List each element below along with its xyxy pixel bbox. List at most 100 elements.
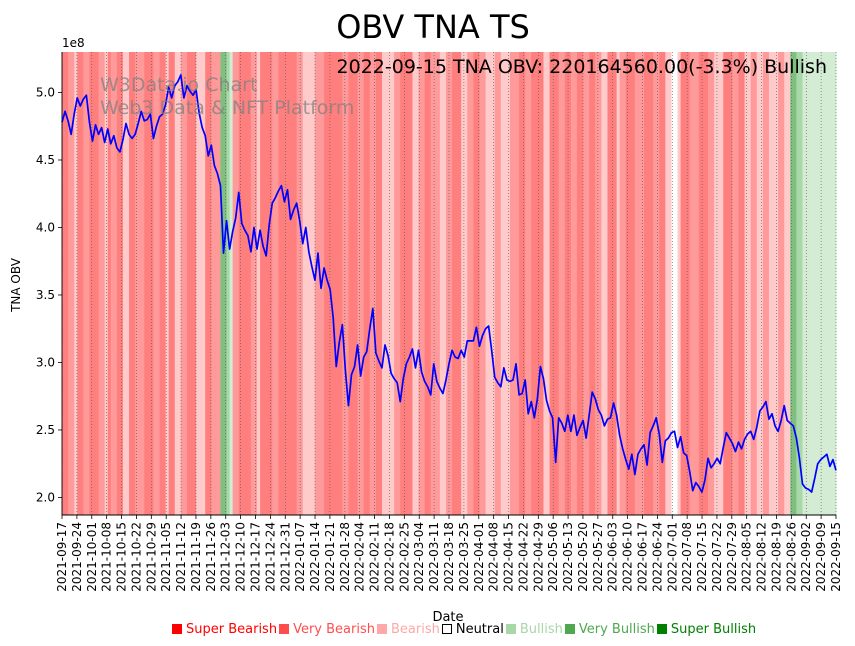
sentiment-band <box>287 52 291 515</box>
sentiment-band <box>775 52 779 515</box>
x-tick-label: 2022-07-29 <box>725 522 739 592</box>
legend-item: Bullish <box>505 620 563 638</box>
x-axis-label: Date <box>432 610 463 625</box>
sentiment-band <box>564 52 569 515</box>
sentiment-band <box>604 52 608 515</box>
sentiment-band <box>269 52 273 515</box>
sentiment-band <box>302 52 307 515</box>
sentiment-band <box>814 52 819 515</box>
legend-label: Very Bullish <box>578 621 655 637</box>
sentiment-band <box>415 52 419 515</box>
sentiment-band <box>220 52 224 515</box>
sentiment-band <box>214 52 218 515</box>
sentiment-band <box>561 52 566 515</box>
sentiment-band <box>241 52 246 515</box>
sentiment-band <box>768 52 773 515</box>
sentiment-band <box>177 52 182 515</box>
x-tick-label: 2021-12-10 <box>234 522 248 592</box>
legend-swatch <box>172 624 182 634</box>
sentiment-band <box>354 52 358 515</box>
legend-swatch <box>279 624 290 634</box>
sentiment-band <box>598 52 602 515</box>
sentiment-band <box>299 52 304 515</box>
sentiment-band <box>159 52 163 515</box>
sentiment-band <box>747 52 752 515</box>
sentiment-band <box>796 52 800 515</box>
sentiment-band <box>122 52 127 515</box>
sentiment-band <box>546 52 550 515</box>
sentiment-band <box>689 52 694 515</box>
x-tick-label: 2022-07-01 <box>665 522 679 592</box>
y-tick-label: 2.5 <box>36 423 55 437</box>
sentiment-band <box>622 52 627 515</box>
sentiment-band <box>141 52 145 515</box>
sentiment-band <box>781 52 785 515</box>
sentiment-band <box>311 52 316 515</box>
sentiment-band <box>470 52 474 515</box>
sentiment-band <box>266 52 270 515</box>
x-tick-label: 2022-06-17 <box>636 522 650 592</box>
sentiment-band <box>808 52 813 515</box>
sentiment-band <box>500 52 505 515</box>
watermark-line-2: Web3 Data & NFT Platform <box>100 97 354 119</box>
sentiment-band <box>186 52 191 515</box>
x-tick-label: 2021-11-05 <box>159 522 173 592</box>
sentiment-band <box>333 52 337 515</box>
sentiment-band <box>647 52 651 515</box>
sentiment-band <box>534 52 538 515</box>
x-tick-label: 2022-02-25 <box>397 522 411 592</box>
sentiment-band <box>829 52 834 515</box>
sentiment-band <box>125 52 130 515</box>
sentiment-band <box>717 52 721 515</box>
y-tick-label: 4.0 <box>36 220 55 234</box>
y-tick-label: 2.0 <box>36 490 55 504</box>
sentiment-band <box>293 52 298 515</box>
legend-label: Neutral <box>455 621 504 637</box>
x-tick-label: 2021-12-03 <box>219 522 233 592</box>
sentiment-band <box>342 52 346 515</box>
sentiment-band <box>735 52 739 515</box>
x-tick-label: 2022-03-04 <box>412 522 426 592</box>
legend-item: Very Bullish <box>564 620 655 638</box>
sentiment-band <box>427 52 432 515</box>
sentiment-band <box>360 52 365 515</box>
sentiment-band <box>476 52 480 515</box>
sentiment-band <box>552 52 557 515</box>
sentiment-band <box>677 52 681 515</box>
x-tick-label: 2022-01-28 <box>338 522 352 592</box>
sentiment-band <box>321 52 325 515</box>
sentiment-bands <box>62 52 837 515</box>
obv-line <box>61 74 837 493</box>
sentiment-band <box>558 52 563 515</box>
sentiment-band <box>595 52 599 515</box>
obv-series <box>61 74 837 493</box>
sentiment-band <box>580 52 584 515</box>
sentiment-band <box>656 52 660 515</box>
x-tick-label: 2021-12-24 <box>263 522 277 592</box>
sentiment-band <box>823 52 828 515</box>
sentiment-band <box>662 52 666 515</box>
sentiment-band <box>488 52 493 515</box>
sentiment-band <box>196 52 200 515</box>
legend-label: Bearish <box>390 621 440 637</box>
sentiment-band <box>281 52 285 515</box>
legend-label: Super Bullish <box>670 621 757 637</box>
sentiment-band <box>345 52 349 515</box>
y-multiplier-label: 1e8 <box>62 36 85 50</box>
sentiment-band <box>497 52 502 515</box>
sentiment-band <box>226 52 230 515</box>
sentiment-band <box>412 52 416 515</box>
x-tick-label: 2021-09-17 <box>55 522 69 592</box>
sentiment-band <box>701 52 706 515</box>
x-tick-label: 2021-10-08 <box>100 522 114 592</box>
sentiment-band <box>817 52 822 515</box>
sentiment-band <box>455 52 459 515</box>
sentiment-band <box>738 52 742 515</box>
sentiment-band <box>363 52 368 515</box>
x-tick-label: 2022-02-18 <box>382 522 396 592</box>
sentiment-band <box>464 52 468 515</box>
sentiment-band <box>357 52 362 515</box>
sentiment-band <box>275 52 279 515</box>
sentiment-band <box>686 52 691 515</box>
